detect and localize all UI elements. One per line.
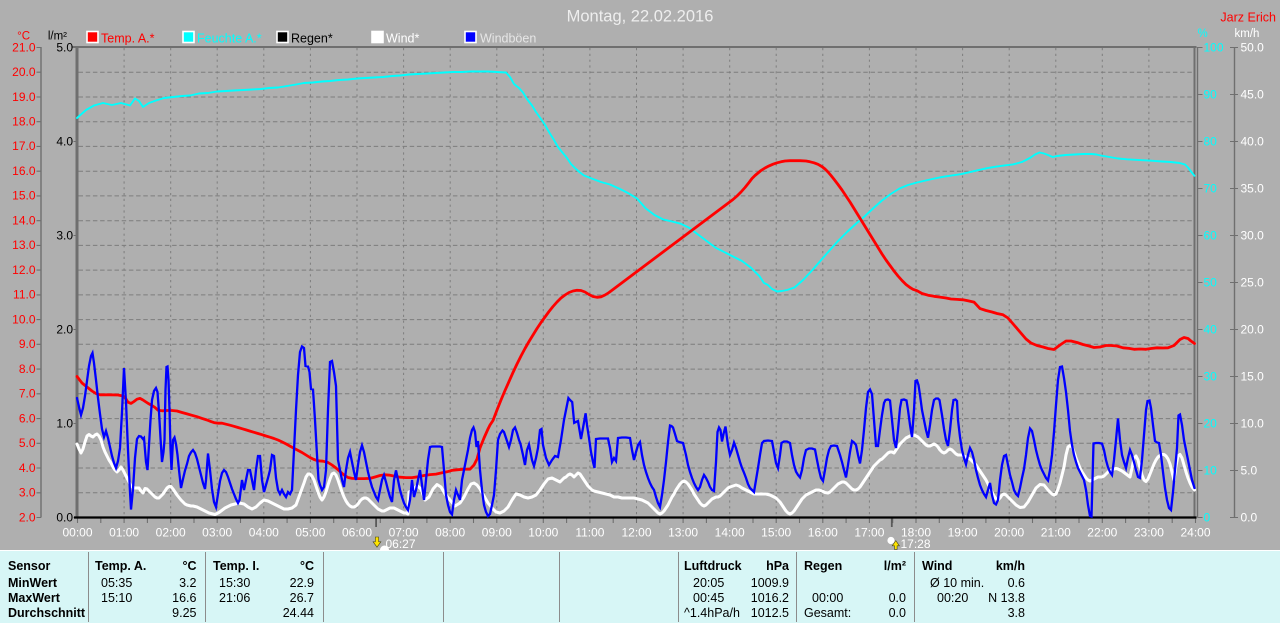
svg-text:km/h: km/h: [1235, 28, 1260, 40]
svg-text:1.0: 1.0: [56, 416, 73, 430]
svg-text:0.0: 0.0: [56, 510, 73, 524]
svg-text:24:00: 24:00: [1180, 526, 1210, 540]
svg-text:3.0: 3.0: [56, 228, 73, 242]
svg-text:35.0: 35.0: [1241, 181, 1265, 195]
svg-text:80: 80: [1204, 134, 1218, 148]
svg-text:40: 40: [1204, 322, 1218, 336]
svg-text:5.0: 5.0: [19, 436, 36, 450]
svg-text:15.0: 15.0: [1241, 369, 1265, 383]
svg-text:04:00: 04:00: [249, 526, 279, 540]
svg-text:02:00: 02:00: [156, 526, 186, 540]
svg-text:16:00: 16:00: [808, 526, 838, 540]
svg-text:17.0: 17.0: [12, 139, 36, 153]
svg-text:09:00: 09:00: [482, 526, 512, 540]
svg-text:10:00: 10:00: [528, 526, 558, 540]
svg-text:2.0: 2.0: [56, 322, 73, 336]
svg-text:0: 0: [1204, 510, 1211, 524]
svg-text:22:00: 22:00: [1087, 526, 1117, 540]
svg-text:5.0: 5.0: [56, 40, 73, 54]
svg-text:20.0: 20.0: [1241, 322, 1265, 336]
svg-text:21:00: 21:00: [1041, 526, 1071, 540]
svg-text:3.0: 3.0: [19, 486, 36, 500]
svg-text:16.0: 16.0: [12, 164, 36, 178]
svg-text:30: 30: [1204, 369, 1218, 383]
svg-text:19.0: 19.0: [12, 90, 36, 104]
svg-text:70: 70: [1204, 181, 1218, 195]
svg-text:Feuchte A.*: Feuchte A.*: [197, 32, 262, 46]
svg-text:21.0: 21.0: [12, 40, 36, 54]
svg-text:12.0: 12.0: [12, 263, 36, 277]
svg-text:45.0: 45.0: [1241, 87, 1265, 101]
svg-text:60: 60: [1204, 228, 1218, 242]
svg-text:13.0: 13.0: [12, 238, 36, 252]
svg-text:10: 10: [1204, 463, 1218, 477]
svg-text:23:00: 23:00: [1134, 526, 1164, 540]
svg-text:07:00: 07:00: [389, 526, 419, 540]
svg-text:20: 20: [1204, 416, 1218, 430]
svg-text:11:00: 11:00: [575, 526, 604, 540]
svg-text:Windböen: Windböen: [480, 32, 536, 46]
svg-text:08:00: 08:00: [435, 526, 465, 540]
svg-text:4.0: 4.0: [19, 461, 36, 475]
svg-text:05:00: 05:00: [295, 526, 325, 540]
svg-text:100: 100: [1204, 40, 1224, 54]
svg-text:8.0: 8.0: [19, 362, 36, 376]
svg-text:%: %: [1198, 28, 1208, 40]
svg-text:5.0: 5.0: [1241, 463, 1258, 477]
svg-text:15.0: 15.0: [12, 189, 36, 203]
svg-text:01:00: 01:00: [109, 526, 139, 540]
svg-text:11.0: 11.0: [13, 288, 36, 302]
svg-text:25.0: 25.0: [1241, 275, 1265, 289]
svg-text:50.0: 50.0: [1241, 40, 1265, 54]
svg-text:18.0: 18.0: [12, 115, 36, 129]
svg-text:14:00: 14:00: [715, 526, 745, 540]
svg-text:17:28: 17:28: [901, 537, 931, 551]
svg-text:40.0: 40.0: [1241, 134, 1265, 148]
svg-text:14.0: 14.0: [12, 213, 36, 227]
svg-text:l/m²: l/m²: [48, 31, 67, 43]
svg-text:06:00: 06:00: [342, 526, 372, 540]
svg-text:7.0: 7.0: [19, 387, 36, 401]
svg-text:03:00: 03:00: [202, 526, 232, 540]
svg-text:0.0: 0.0: [1241, 510, 1258, 524]
svg-text:4.0: 4.0: [56, 134, 73, 148]
svg-text:12:00: 12:00: [621, 526, 651, 540]
svg-text:19:00: 19:00: [948, 526, 978, 540]
svg-text:6.0: 6.0: [19, 411, 36, 425]
svg-text:50: 50: [1204, 275, 1218, 289]
svg-text:Wind*: Wind*: [386, 32, 419, 46]
svg-text:15:00: 15:00: [761, 526, 791, 540]
svg-text:17:00: 17:00: [854, 526, 884, 540]
svg-text:00:00: 00:00: [62, 526, 92, 540]
svg-text:30.0: 30.0: [1241, 228, 1265, 242]
svg-text:18:00: 18:00: [901, 526, 931, 540]
svg-text:90: 90: [1204, 87, 1218, 101]
svg-text:10.0: 10.0: [1241, 416, 1265, 430]
svg-text:06:27: 06:27: [386, 537, 416, 551]
svg-text:Temp. A.*: Temp. A.*: [101, 32, 155, 46]
svg-text:20:00: 20:00: [994, 526, 1024, 540]
svg-text:10.0: 10.0: [12, 312, 36, 326]
svg-text:2.0: 2.0: [19, 510, 36, 524]
svg-text:°C: °C: [17, 31, 30, 43]
svg-text:20.0: 20.0: [12, 65, 36, 79]
svg-text:9.0: 9.0: [19, 337, 36, 351]
svg-text:Jarz Erich: Jarz Erich: [1220, 11, 1276, 25]
svg-text:Regen*: Regen*: [291, 32, 333, 46]
svg-text:Montag, 22.02.2016: Montag, 22.02.2016: [567, 8, 714, 26]
svg-text:13:00: 13:00: [668, 526, 698, 540]
